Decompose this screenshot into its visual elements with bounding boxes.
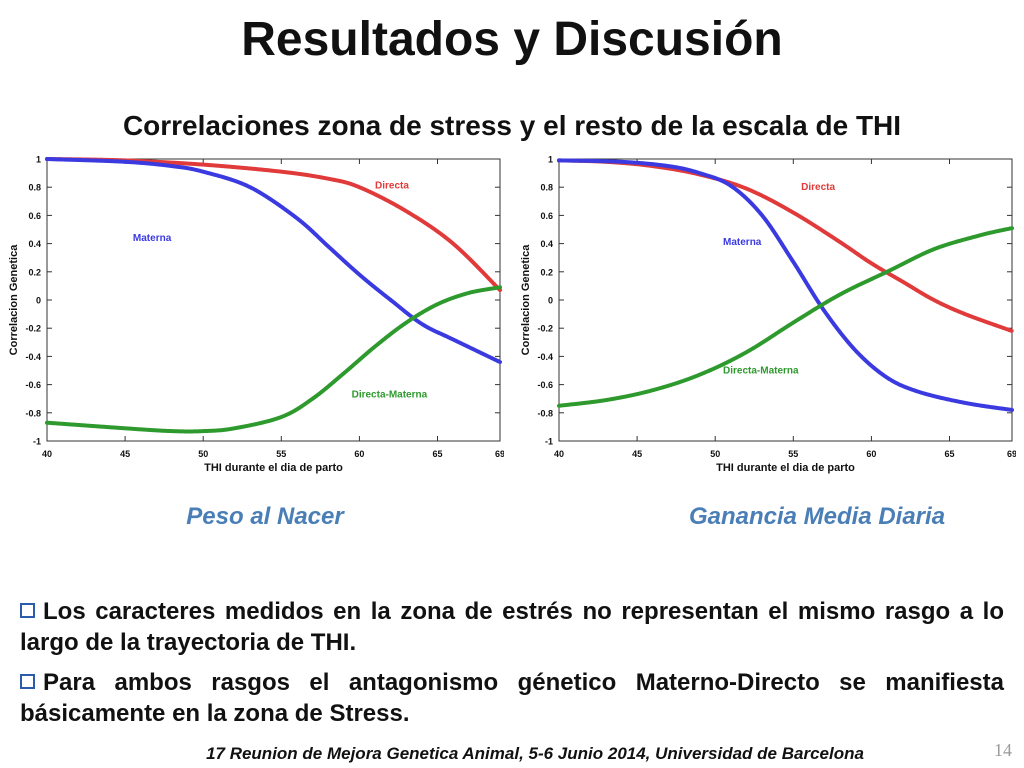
y-tick-label: 0.8 <box>540 183 553 193</box>
y-tick-label: 0 <box>548 296 553 306</box>
y-tick-label: 0.6 <box>540 211 553 221</box>
chart-ganancia-media-diaria: 1 0.8 0.6 0.4 0.2 0 -0.2 -0.4 -0.6 -0.8 -1 40 45 50 55… <box>516 150 1016 480</box>
x-tick-label: 69 <box>495 449 504 459</box>
x-axis-label: THI durante el dia de parto <box>204 462 343 474</box>
x-tick-label: 65 <box>945 449 955 459</box>
x-tick-label: 50 <box>198 449 208 459</box>
y-tick-label: -1 <box>545 437 553 447</box>
x-tick-label: 65 <box>433 449 443 459</box>
y-tick-label: 0.2 <box>540 267 553 277</box>
x-tick-label: 45 <box>120 449 130 459</box>
series-label: Directa <box>801 182 835 193</box>
chart-svg: 1 0.8 0.6 0.4 0.2 0 -0.2 -0.4 -0.6 -0.8 -140 45 50 55… <box>520 155 1016 475</box>
x-tick-label: 40 <box>42 449 52 459</box>
chart-svg: 1 0.8 0.6 0.4 0.2 0 -0.2 -0.4 -0.6 -0.8 -140 45 50 55… <box>8 155 504 475</box>
y-tick-label: -0.2 <box>537 324 553 334</box>
y-tick-label: -0.4 <box>25 352 41 362</box>
bullet-point: Para ambos rasgos el antagonismo génetic… <box>20 667 1004 729</box>
y-tick-label: 0.4 <box>28 239 41 249</box>
y-tick-label: -0.8 <box>537 408 553 418</box>
series-line-directa-materna <box>45 285 502 434</box>
y-tick-label: 1 <box>36 155 41 165</box>
y-tick-label: -0.2 <box>25 324 41 334</box>
series-line-directa-materna <box>557 226 1014 408</box>
y-tick-label: -0.6 <box>25 380 41 390</box>
bullet-point: Los caracteres medidos en la zona de est… <box>20 596 1004 658</box>
chart-caption-ganancia-media-diaria: Ganancia Media Diaria <box>688 503 946 530</box>
checkbox-bullet-icon <box>20 603 35 618</box>
x-tick-label: 45 <box>632 449 642 459</box>
series-line-materna <box>557 158 1014 412</box>
y-axis-label: Correlacion Genetica <box>8 244 20 356</box>
y-tick-label: -0.6 <box>537 380 553 390</box>
y-tick-label: -0.4 <box>537 352 553 362</box>
y-tick-label: 0.2 <box>28 267 41 277</box>
x-axis-label: THI durante el dia de parto <box>716 462 855 474</box>
y-tick-label: 0.8 <box>28 183 41 193</box>
x-tick-label: 69 <box>1007 449 1016 459</box>
slide-title: Resultados y Discusión <box>241 13 783 66</box>
series-label: Directa-Materna <box>352 389 428 400</box>
x-tick-label: 60 <box>354 449 364 459</box>
slide-subtitle: Correlaciones zona de stress y el resto … <box>122 110 902 141</box>
series-label: Directa-Materna <box>723 365 799 376</box>
plot-area <box>46 158 501 442</box>
x-tick-label: 50 <box>710 449 720 459</box>
x-tick-label: 40 <box>554 449 564 459</box>
x-tick-label: 55 <box>276 449 286 459</box>
footer-text: 17 Reunion de Mejora Genetica Animal, 5-… <box>206 744 864 763</box>
y-tick-label: -1 <box>33 437 41 447</box>
series-label: Materna <box>133 233 172 244</box>
y-tick-label: 1 <box>548 155 553 165</box>
y-tick-label: 0 <box>36 296 41 306</box>
y-tick-label: 0.4 <box>540 239 553 249</box>
x-tick-label: 60 <box>866 449 876 459</box>
x-tick-label: 55 <box>788 449 798 459</box>
bullet-text: Para ambos rasgos el antagonismo génetic… <box>20 669 1004 727</box>
series-line-materna <box>45 157 502 364</box>
chart-peso-al-nacer: 1 0.8 0.6 0.4 0.2 0 -0.2 -0.4 -0.6 -0.8 -1 40 45 50 55… <box>4 150 504 480</box>
series-label: Materna <box>723 237 762 248</box>
series-label: Directa <box>375 181 409 192</box>
bullet-text: Los caracteres medidos en la zona de est… <box>20 598 1004 656</box>
page-number: 14 <box>994 740 1012 760</box>
checkbox-bullet-icon <box>20 674 35 689</box>
chart-caption-peso-al-nacer: Peso al Nacer <box>186 503 344 530</box>
y-tick-label: -0.8 <box>25 408 41 418</box>
y-tick-label: 0.6 <box>28 211 41 221</box>
y-axis-label: Correlacion Genetica <box>520 244 532 356</box>
